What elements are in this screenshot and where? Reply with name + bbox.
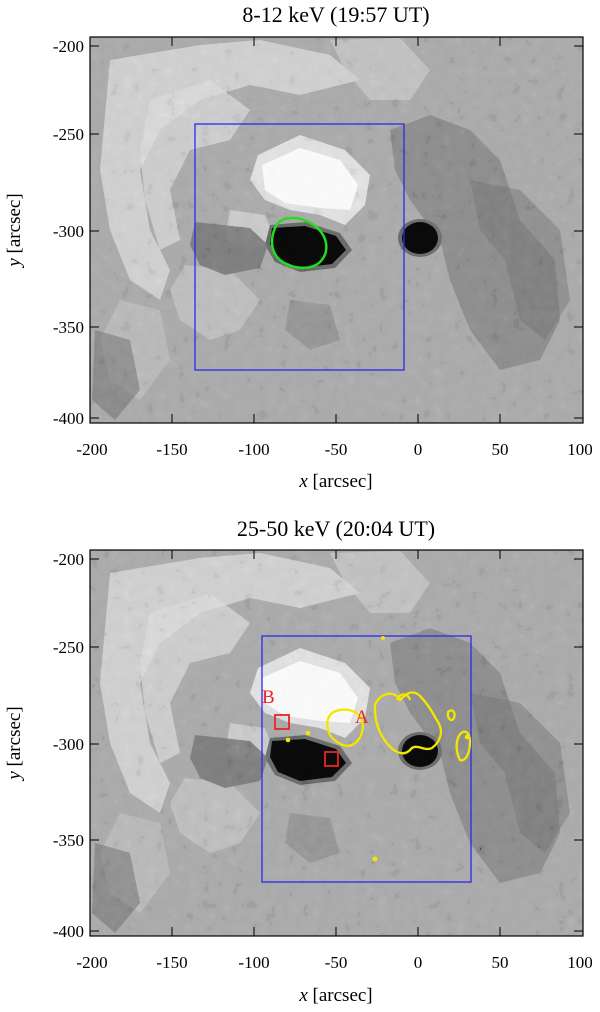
panel-2-title: 25-50 keV (20:04 UT) bbox=[237, 516, 435, 541]
y-tick-label: -400 bbox=[53, 922, 84, 941]
panel-2-x-axis-label: x [arcsec] bbox=[298, 985, 372, 1006]
panel-1-y-tick-labels: -200 -250 -300 -350 -400 bbox=[53, 37, 84, 428]
x-tick-label: 50 bbox=[492, 440, 509, 459]
panel-1-y-ticks bbox=[90, 45, 583, 419]
y-tick-label: -350 bbox=[53, 831, 84, 850]
panel-1-x-ticks bbox=[89, 37, 584, 423]
panel-1-hxr-contour bbox=[270, 216, 328, 269]
x-tick-label: 0 bbox=[414, 440, 423, 459]
x-tick-label: 50 bbox=[492, 953, 509, 972]
panel-2-x-tick-labels: -200 -150 -100 -50 0 50 100 bbox=[76, 953, 592, 972]
x-tick-label: 0 bbox=[414, 953, 423, 972]
panel-1-title: 8-12 keV (19:57 UT) bbox=[242, 2, 429, 27]
panel-1-y-axis-label: y [arcsec] bbox=[4, 193, 25, 268]
panel-2-label-b: B bbox=[262, 687, 275, 708]
y-tick-label: -300 bbox=[53, 735, 84, 754]
panel-2-y-tick-labels: -200 -250 -300 -350 -400 bbox=[53, 550, 84, 941]
y-tick-label: -400 bbox=[53, 409, 84, 428]
panel-2-magnetogram bbox=[90, 550, 583, 936]
panel-2-region-box bbox=[261, 635, 472, 883]
panel-2-y-axis-label: y [arcsec] bbox=[4, 706, 25, 781]
panel-1-region-box bbox=[194, 123, 405, 371]
x-tick-label: 100 bbox=[567, 953, 593, 972]
panel-2-footpoint-box-a bbox=[324, 751, 339, 767]
x-tick-label: -100 bbox=[238, 440, 269, 459]
x-tick-label: -50 bbox=[325, 953, 348, 972]
panel-2-y-ticks bbox=[90, 558, 583, 932]
x-tick-label: -150 bbox=[156, 440, 187, 459]
panel-1-magnetogram bbox=[90, 37, 583, 423]
x-tick-label: 100 bbox=[567, 440, 593, 459]
panel-1-x-axis-label: x [arcsec] bbox=[298, 471, 372, 492]
y-tick-label: -200 bbox=[53, 37, 84, 56]
panel-2-label-a: A bbox=[355, 707, 369, 728]
y-tick-label: -350 bbox=[53, 318, 84, 337]
x-tick-label: -150 bbox=[156, 953, 187, 972]
x-tick-label: -200 bbox=[76, 440, 107, 459]
panel-1-x-tick-labels: -200 -150 -100 -50 0 50 100 bbox=[76, 440, 592, 459]
panel-1: 8-12 keV (19:57 UT) bbox=[4, 2, 593, 492]
x-tick-label: -200 bbox=[76, 953, 107, 972]
y-tick-label: -300 bbox=[53, 222, 84, 241]
x-tick-label: -100 bbox=[238, 953, 269, 972]
y-tick-label: -250 bbox=[53, 125, 84, 144]
panel-2-hxr-contours bbox=[326, 691, 472, 762]
y-tick-label: -200 bbox=[53, 550, 84, 569]
panel-2-footpoint-box-b bbox=[274, 714, 290, 730]
panel-2-x-ticks bbox=[89, 550, 584, 936]
panel-2: 25-50 keV (20:04 UT) bbox=[4, 516, 593, 1006]
panel-2-hxr-dots bbox=[285, 636, 470, 862]
y-tick-label: -250 bbox=[53, 638, 84, 657]
x-tick-label: -50 bbox=[325, 440, 348, 459]
